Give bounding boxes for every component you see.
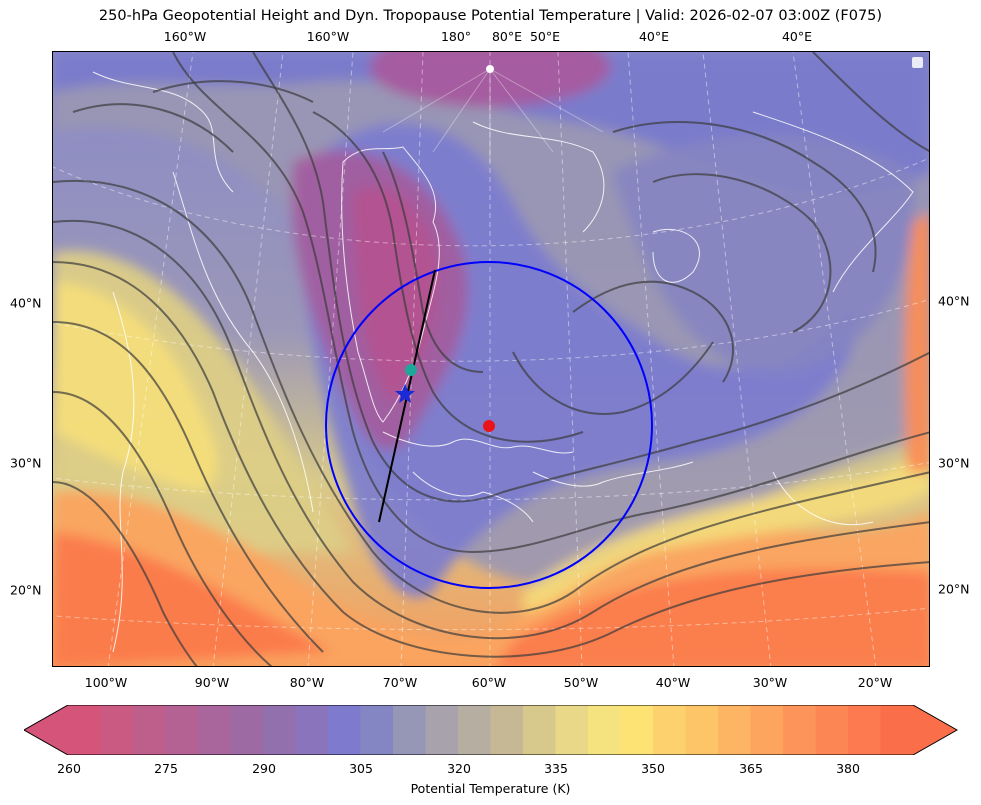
colorbar-cell xyxy=(230,705,264,755)
bottom-lon-label: 40°W xyxy=(655,675,691,690)
top-lon-label: 40°E xyxy=(638,29,670,44)
colorbar-cell xyxy=(815,705,849,755)
map-svg xyxy=(53,52,929,666)
right-lat-label: 30°N xyxy=(938,455,970,471)
pole-meridians xyxy=(382,68,604,162)
colorbar-min-extend xyxy=(24,705,68,755)
teal-dot-marker xyxy=(405,364,417,376)
analysis-circle xyxy=(325,261,653,589)
red-dot-marker xyxy=(483,420,495,432)
right-lat-label: 20°N xyxy=(938,581,970,597)
colorbar-cell xyxy=(360,705,394,755)
height-contours xyxy=(53,52,929,666)
colorbar-cell xyxy=(490,705,524,755)
top-lon-label: 160°W xyxy=(306,29,350,44)
colorbar-cell xyxy=(198,705,231,755)
colorbar-cell xyxy=(133,705,166,755)
colorbar-cell xyxy=(425,705,459,755)
colorbar-cell xyxy=(328,705,361,755)
top-lon-label: 80°E xyxy=(491,29,523,44)
colorbar-cell xyxy=(750,705,784,755)
colorbar-cell xyxy=(165,705,199,755)
colorbar-cell xyxy=(880,705,914,755)
top-lon-label: 160°W xyxy=(163,29,207,44)
coastlines xyxy=(92,71,914,653)
pole-point xyxy=(486,65,494,73)
colorbar-cell xyxy=(295,705,329,755)
colorbar-tick: 290 xyxy=(252,761,276,776)
colorbar-tick: 260 xyxy=(57,761,81,776)
right-lat-label: 40°N xyxy=(938,293,970,309)
colorbar-cell xyxy=(783,705,816,755)
bottom-lon-label: 60°W xyxy=(471,675,507,690)
colorbar-label: Potential Temperature (K) xyxy=(410,781,571,796)
bottom-lon-label: 20°W xyxy=(857,675,893,690)
bottom-lon-label: 70°W xyxy=(382,675,418,690)
bottom-lon-label: 50°W xyxy=(563,675,599,690)
colorbar-tick: 380 xyxy=(836,761,860,776)
colorbar-cell xyxy=(653,705,686,755)
colorbar-max-extend xyxy=(913,705,957,755)
colorbar-cell xyxy=(588,705,621,755)
left-lat-label: 20°N xyxy=(10,582,42,598)
blue-star-marker xyxy=(395,384,415,403)
top-lon-label: 180° xyxy=(440,29,472,44)
top-lon-label: 40°E xyxy=(781,29,813,44)
colorbar-tick: 365 xyxy=(739,761,763,776)
colorbar-cell xyxy=(68,705,101,755)
map-panel[interactable] xyxy=(52,51,930,667)
top-lon-label: 50°E xyxy=(529,29,561,44)
colorbar-cell xyxy=(263,705,296,755)
theta-field xyxy=(53,52,929,666)
colorbar-cell xyxy=(555,705,589,755)
colorbar-tick: 275 xyxy=(154,761,178,776)
chart-title: 250-hPa Geopotential Height and Dyn. Tro… xyxy=(98,8,883,24)
bottom-lon-label: 90°W xyxy=(194,675,230,690)
left-lat-label: 40°N xyxy=(10,295,42,311)
left-lat-label: 30°N xyxy=(10,455,42,471)
colorbar-tick: 305 xyxy=(349,761,373,776)
colorbar-cell xyxy=(100,705,134,755)
colorbar-cell xyxy=(523,705,556,755)
bottom-lon-label: 30°W xyxy=(752,675,788,690)
colorbar-tick: 335 xyxy=(544,761,568,776)
colorbar-cell xyxy=(718,705,751,755)
colorbar-cell xyxy=(848,705,881,755)
colorbar xyxy=(24,705,958,755)
colorbar-tick: 320 xyxy=(447,761,471,776)
colorbar-tick: 350 xyxy=(641,761,665,776)
colorbar-cell xyxy=(458,705,491,755)
colorbar-cell xyxy=(393,705,426,755)
legend-handle[interactable] xyxy=(912,57,923,68)
bottom-lon-label: 80°W xyxy=(289,675,325,690)
bottom-lon-label: 100°W xyxy=(84,675,128,690)
colorbar-cell xyxy=(685,705,719,755)
colorbar-cell xyxy=(620,705,654,755)
